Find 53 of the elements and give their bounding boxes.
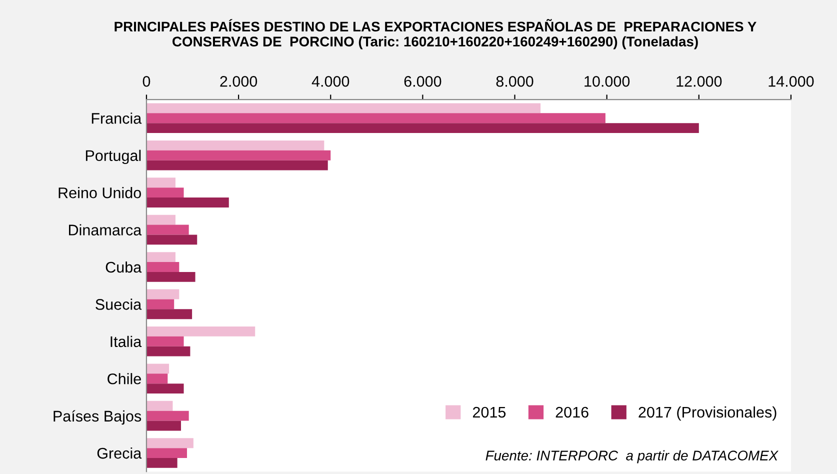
bar	[146, 374, 168, 384]
bar	[146, 326, 256, 336]
x-tick-label: 8.000	[496, 76, 534, 87]
bar	[146, 103, 541, 114]
y-tick-label: Países Bajos	[54, 410, 142, 425]
bar	[146, 420, 181, 431]
legend-label: 2015	[472, 406, 506, 418]
x-tick-label: 0	[142, 76, 150, 87]
bar	[146, 188, 184, 198]
bar	[146, 448, 187, 458]
chart-title: PRINCIPALES PAÍSES DESTINO DE LAS EXPORTACIONES ESPAÑOLAS DE PREPARACIONES Y CONSERVAS DE PORCINO (Taric: 160210+160220+160249+160290) (Toneladas)	[114, 19, 756, 50]
bar	[146, 262, 180, 272]
bar	[146, 234, 198, 245]
y-tick-label: Grecia	[97, 447, 142, 459]
y-tick-label: Reino Unido	[58, 187, 141, 198]
bar	[146, 272, 196, 282]
bar	[146, 299, 174, 310]
x-tick-label: 10.000	[584, 76, 630, 87]
bar	[146, 160, 328, 170]
bar	[146, 458, 178, 468]
x-tick-label: 2.000	[220, 76, 258, 87]
legend-label: 2016	[556, 406, 588, 418]
annotation: Fuente: INTERPORC a partir de DATACOMEX	[486, 450, 779, 464]
y-tick-label: Cuba	[106, 261, 142, 273]
bar	[146, 289, 180, 300]
bar	[146, 364, 170, 374]
bar	[146, 336, 184, 346]
bar	[146, 346, 190, 356]
bar	[146, 113, 606, 124]
bar	[146, 410, 189, 421]
y-tick-label: Italia	[110, 336, 142, 348]
y-tick-label: Dinamarca	[69, 224, 142, 236]
bar	[146, 123, 699, 134]
bar	[146, 384, 184, 394]
bar	[146, 400, 173, 411]
x-tick-label: 12.000	[676, 76, 722, 87]
y-tick-label: Francia	[92, 112, 142, 124]
bar	[146, 198, 229, 208]
y-tick-label: Portugal	[86, 150, 141, 164]
bar	[146, 140, 324, 150]
x-tick-label: 4.000	[312, 76, 350, 87]
bar	[146, 150, 331, 160]
x-tick-label: 14.000	[768, 76, 814, 87]
y-tick-label: Suecia	[96, 298, 142, 310]
y-tick-label: Chile	[108, 373, 141, 384]
bar	[146, 224, 189, 235]
x-tick-label: 6.000	[404, 76, 442, 87]
bar	[146, 214, 176, 225]
legend-label: 2017 (Provisionales)	[638, 406, 776, 421]
bar	[146, 309, 192, 320]
bar	[146, 438, 194, 448]
bar	[146, 178, 176, 188]
bar	[146, 252, 176, 262]
